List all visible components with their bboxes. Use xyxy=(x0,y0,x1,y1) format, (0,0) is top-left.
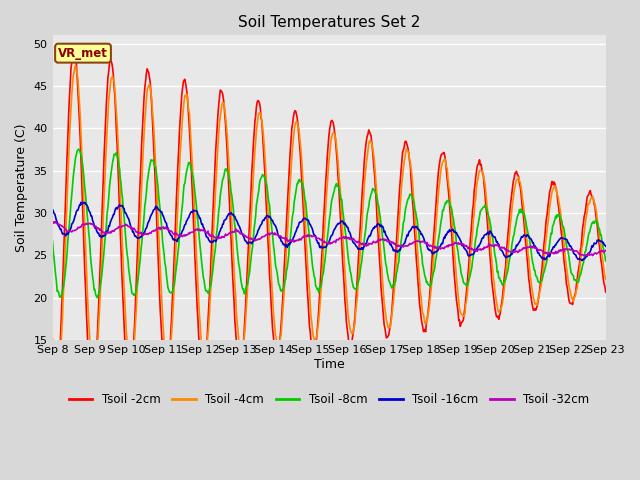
Tsoil -32cm xyxy=(60,224,67,230)
Tsoil -8cm xyxy=(398,233,406,239)
Tsoil -32cm xyxy=(116,224,124,230)
Tsoil -8cm xyxy=(49,238,56,244)
Tsoil -16cm xyxy=(116,203,124,208)
Text: VR_met: VR_met xyxy=(58,47,108,60)
Tsoil -2cm xyxy=(52,395,60,401)
Tsoil -16cm xyxy=(413,225,421,230)
Tsoil -2cm xyxy=(117,247,125,252)
Tsoil -8cm xyxy=(414,225,422,230)
Tsoil -4cm xyxy=(203,350,211,356)
Tsoil -8cm xyxy=(173,258,181,264)
Tsoil -4cm xyxy=(398,180,406,186)
Y-axis label: Soil Temperature (C): Soil Temperature (C) xyxy=(15,123,28,252)
Tsoil -32cm xyxy=(173,230,180,236)
Tsoil -4cm xyxy=(53,380,61,386)
Tsoil -32cm xyxy=(581,253,589,259)
Tsoil -16cm xyxy=(59,231,67,237)
Tsoil -16cm xyxy=(602,243,609,249)
Tsoil -2cm xyxy=(60,261,67,267)
Line: Tsoil -32cm: Tsoil -32cm xyxy=(52,222,605,256)
Tsoil -2cm xyxy=(70,45,78,51)
Tsoil -16cm xyxy=(397,244,405,250)
Tsoil -32cm xyxy=(202,229,209,235)
Tsoil -2cm xyxy=(173,179,181,184)
Line: Tsoil -4cm: Tsoil -4cm xyxy=(52,66,605,383)
Tsoil -32cm xyxy=(49,219,56,225)
Tsoil -2cm xyxy=(49,372,56,377)
Line: Tsoil -16cm: Tsoil -16cm xyxy=(52,202,605,261)
Tsoil -16cm xyxy=(49,206,56,212)
Tsoil -16cm xyxy=(79,199,86,205)
Tsoil -8cm xyxy=(59,288,67,294)
Line: Tsoil -8cm: Tsoil -8cm xyxy=(52,149,605,298)
X-axis label: Time: Time xyxy=(314,358,344,371)
Tsoil -2cm xyxy=(398,159,406,165)
Line: Tsoil -2cm: Tsoil -2cm xyxy=(52,48,605,398)
Tsoil -8cm xyxy=(602,258,609,264)
Tsoil -2cm xyxy=(203,346,211,351)
Tsoil -32cm xyxy=(397,243,405,249)
Tsoil -8cm xyxy=(75,146,83,152)
Tsoil -16cm xyxy=(202,231,209,237)
Tsoil -8cm xyxy=(93,295,101,300)
Tsoil -32cm xyxy=(602,248,609,253)
Tsoil -2cm xyxy=(414,279,422,285)
Title: Soil Temperatures Set 2: Soil Temperatures Set 2 xyxy=(238,15,420,30)
Tsoil -16cm xyxy=(579,258,586,264)
Tsoil -4cm xyxy=(414,255,422,261)
Tsoil -4cm xyxy=(72,63,79,69)
Tsoil -8cm xyxy=(117,180,125,186)
Tsoil -4cm xyxy=(602,276,609,282)
Tsoil -4cm xyxy=(117,209,125,215)
Tsoil -16cm xyxy=(173,238,180,243)
Tsoil -2cm xyxy=(602,289,609,295)
Tsoil -32cm xyxy=(51,219,58,225)
Tsoil -4cm xyxy=(49,336,56,342)
Legend: Tsoil -2cm, Tsoil -4cm, Tsoil -8cm, Tsoil -16cm, Tsoil -32cm: Tsoil -2cm, Tsoil -4cm, Tsoil -8cm, Tsoi… xyxy=(64,388,595,410)
Tsoil -4cm xyxy=(173,217,181,223)
Tsoil -4cm xyxy=(60,291,67,297)
Tsoil -32cm xyxy=(413,238,421,244)
Tsoil -8cm xyxy=(203,288,211,294)
